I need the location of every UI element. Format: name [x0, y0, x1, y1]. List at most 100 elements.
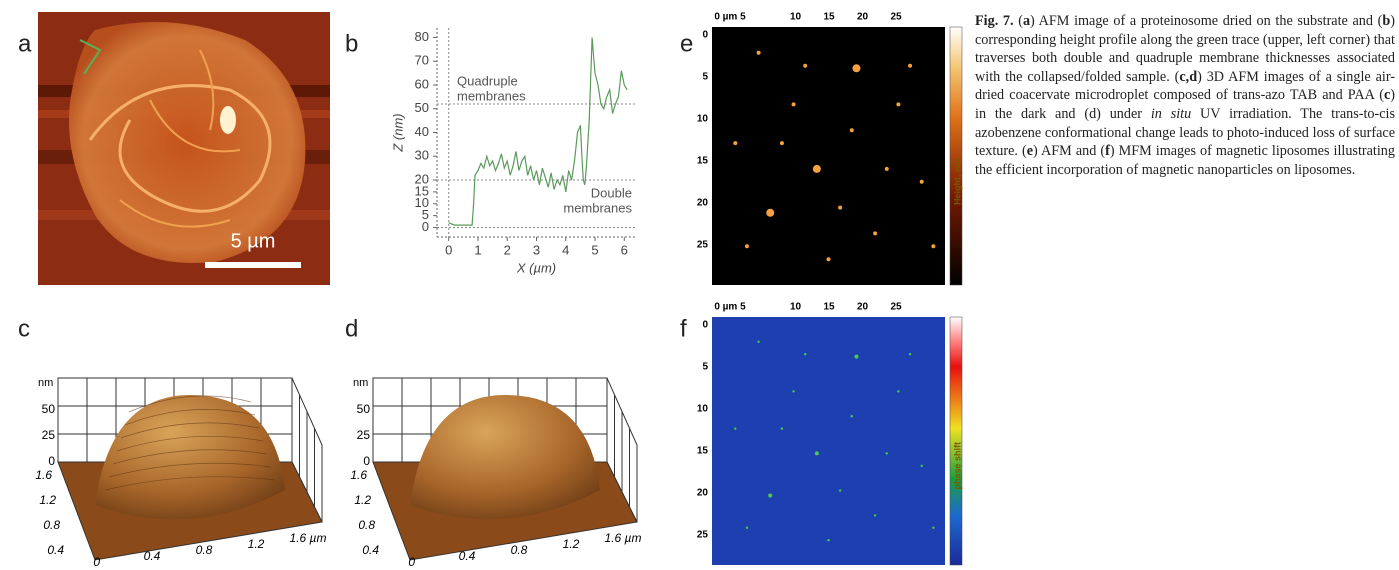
y-tick-label: 0.4 [362, 543, 379, 557]
colorbar-label: Height, nm [952, 159, 962, 206]
caption-text: a [1022, 13, 1031, 29]
texture [108, 462, 272, 478]
z-tick-label: 25 [357, 428, 371, 442]
caption-text: ) AFM and ( [1033, 143, 1106, 160]
x-tick-label: 20 [857, 12, 869, 23]
texture [124, 409, 256, 426]
x-tick-label: 2 [504, 242, 511, 257]
texture [116, 435, 264, 452]
x-tick-label: 0.4 [459, 549, 476, 563]
particle [792, 390, 795, 393]
particle [838, 489, 842, 492]
caption-text: UV irradiation. The trans-to-cis azobenz… [975, 105, 1395, 160]
caption-text: Fig. 7. [975, 13, 1014, 29]
y-tick-label: 50 [415, 100, 429, 115]
panel-letter: c [18, 315, 30, 342]
particle [812, 164, 821, 173]
particle [896, 102, 901, 107]
caption-text: f [1105, 143, 1110, 160]
image [712, 317, 945, 565]
dome [95, 395, 285, 520]
line-series [448, 37, 628, 226]
x-tick-label: 6 [621, 242, 628, 257]
texture [128, 395, 252, 413]
particle [897, 390, 900, 393]
y-tick-label: 80 [415, 29, 429, 44]
y-tick-label: 15 [415, 183, 429, 198]
particle [908, 63, 913, 68]
particle [873, 514, 877, 517]
annotation: Quadruple [457, 73, 518, 88]
caption-text: ) MFM images of magnetic liposomes illus… [975, 143, 1395, 178]
y-tick-label: 5 [422, 207, 429, 222]
x-tick-label: 25 [890, 12, 902, 23]
x-tick-label: 1.6 µm [605, 531, 642, 545]
caption-text: ) 3D AFM images of a single air-dried co… [975, 68, 1395, 104]
colorbar [949, 26, 963, 286]
z-unit: nm [38, 377, 53, 389]
x-tick-label: 10 [790, 302, 802, 313]
caption-text: c [1383, 87, 1391, 104]
panel-f-image: 0 µm 510152025051015202563.555.050.045.0… [697, 302, 963, 566]
x-tick-label: 3 [533, 242, 540, 257]
x-tick-label: 10 [790, 12, 802, 23]
panel-a-image: 5 µm [38, 12, 330, 285]
x-tick-label: 0 µm 5 [714, 302, 746, 313]
annotation: membranes [563, 200, 632, 215]
particle [779, 141, 784, 146]
particle [734, 427, 737, 430]
caption-text: ) corresponding height profile along the… [975, 13, 1395, 85]
x-tick-label: 15 [823, 12, 835, 23]
colorbar [949, 316, 963, 566]
y-tick-label: 10 [697, 404, 709, 415]
particle [920, 464, 923, 467]
texture [104, 476, 276, 491]
x-tick-label: 1.2 [563, 537, 580, 551]
y-tick-label: 1.2 [354, 493, 371, 507]
particle [791, 102, 796, 107]
y-tick-label: 20 [415, 171, 429, 186]
y-tick-label: 40 [415, 124, 429, 139]
y-tick-label: 30 [415, 148, 429, 163]
particle [803, 63, 808, 68]
y-tick-label: 20 [697, 198, 709, 209]
y-tick-label: 0.8 [43, 518, 60, 532]
panel-letter: a [18, 30, 32, 57]
caption-text: c,d [1179, 68, 1198, 85]
x-tick-label: 0.4 [144, 549, 161, 563]
particle [768, 493, 773, 498]
caption-text: b [1382, 13, 1391, 29]
z-tick-label: 0 [48, 454, 55, 468]
y-tick-label: 15 [697, 446, 709, 457]
x-axis-label: X (µm) [516, 260, 556, 275]
y-tick-label: 0.8 [358, 518, 375, 532]
x-tick-label: 0 µm 5 [714, 12, 746, 23]
caption-text: in situ [1150, 105, 1192, 122]
x-tick-label: 5 [591, 242, 598, 257]
x-tick-label: 0.8 [511, 543, 528, 557]
x-tick-label: 1.2 [248, 537, 265, 551]
particle [744, 244, 749, 249]
x-tick-label: 4 [562, 242, 569, 257]
x-tick-label: 15 [823, 302, 835, 313]
particle [804, 353, 807, 356]
y-tick-label: 25 [697, 240, 709, 251]
particle [908, 353, 912, 356]
particle [827, 539, 830, 542]
particle [932, 526, 935, 529]
y-tick-label: 60 [415, 76, 429, 91]
texture [120, 422, 260, 439]
particle [745, 526, 749, 529]
particle [854, 354, 859, 359]
y-tick-label: 10 [415, 195, 429, 210]
caption: Fig. 7. (a) AFM image of a proteinosome … [975, 12, 1395, 179]
y-axis-label: Z (nm) [390, 113, 405, 152]
caption-text: ( [1013, 13, 1023, 29]
z-tick-label: 0 [363, 454, 370, 468]
particle [885, 452, 888, 455]
z-tick-label: 50 [357, 402, 371, 416]
y-tick-label: 1.6 [35, 468, 52, 482]
panel-letters: a b c d e f [18, 30, 693, 342]
y-tick-label: 0 [422, 219, 429, 234]
